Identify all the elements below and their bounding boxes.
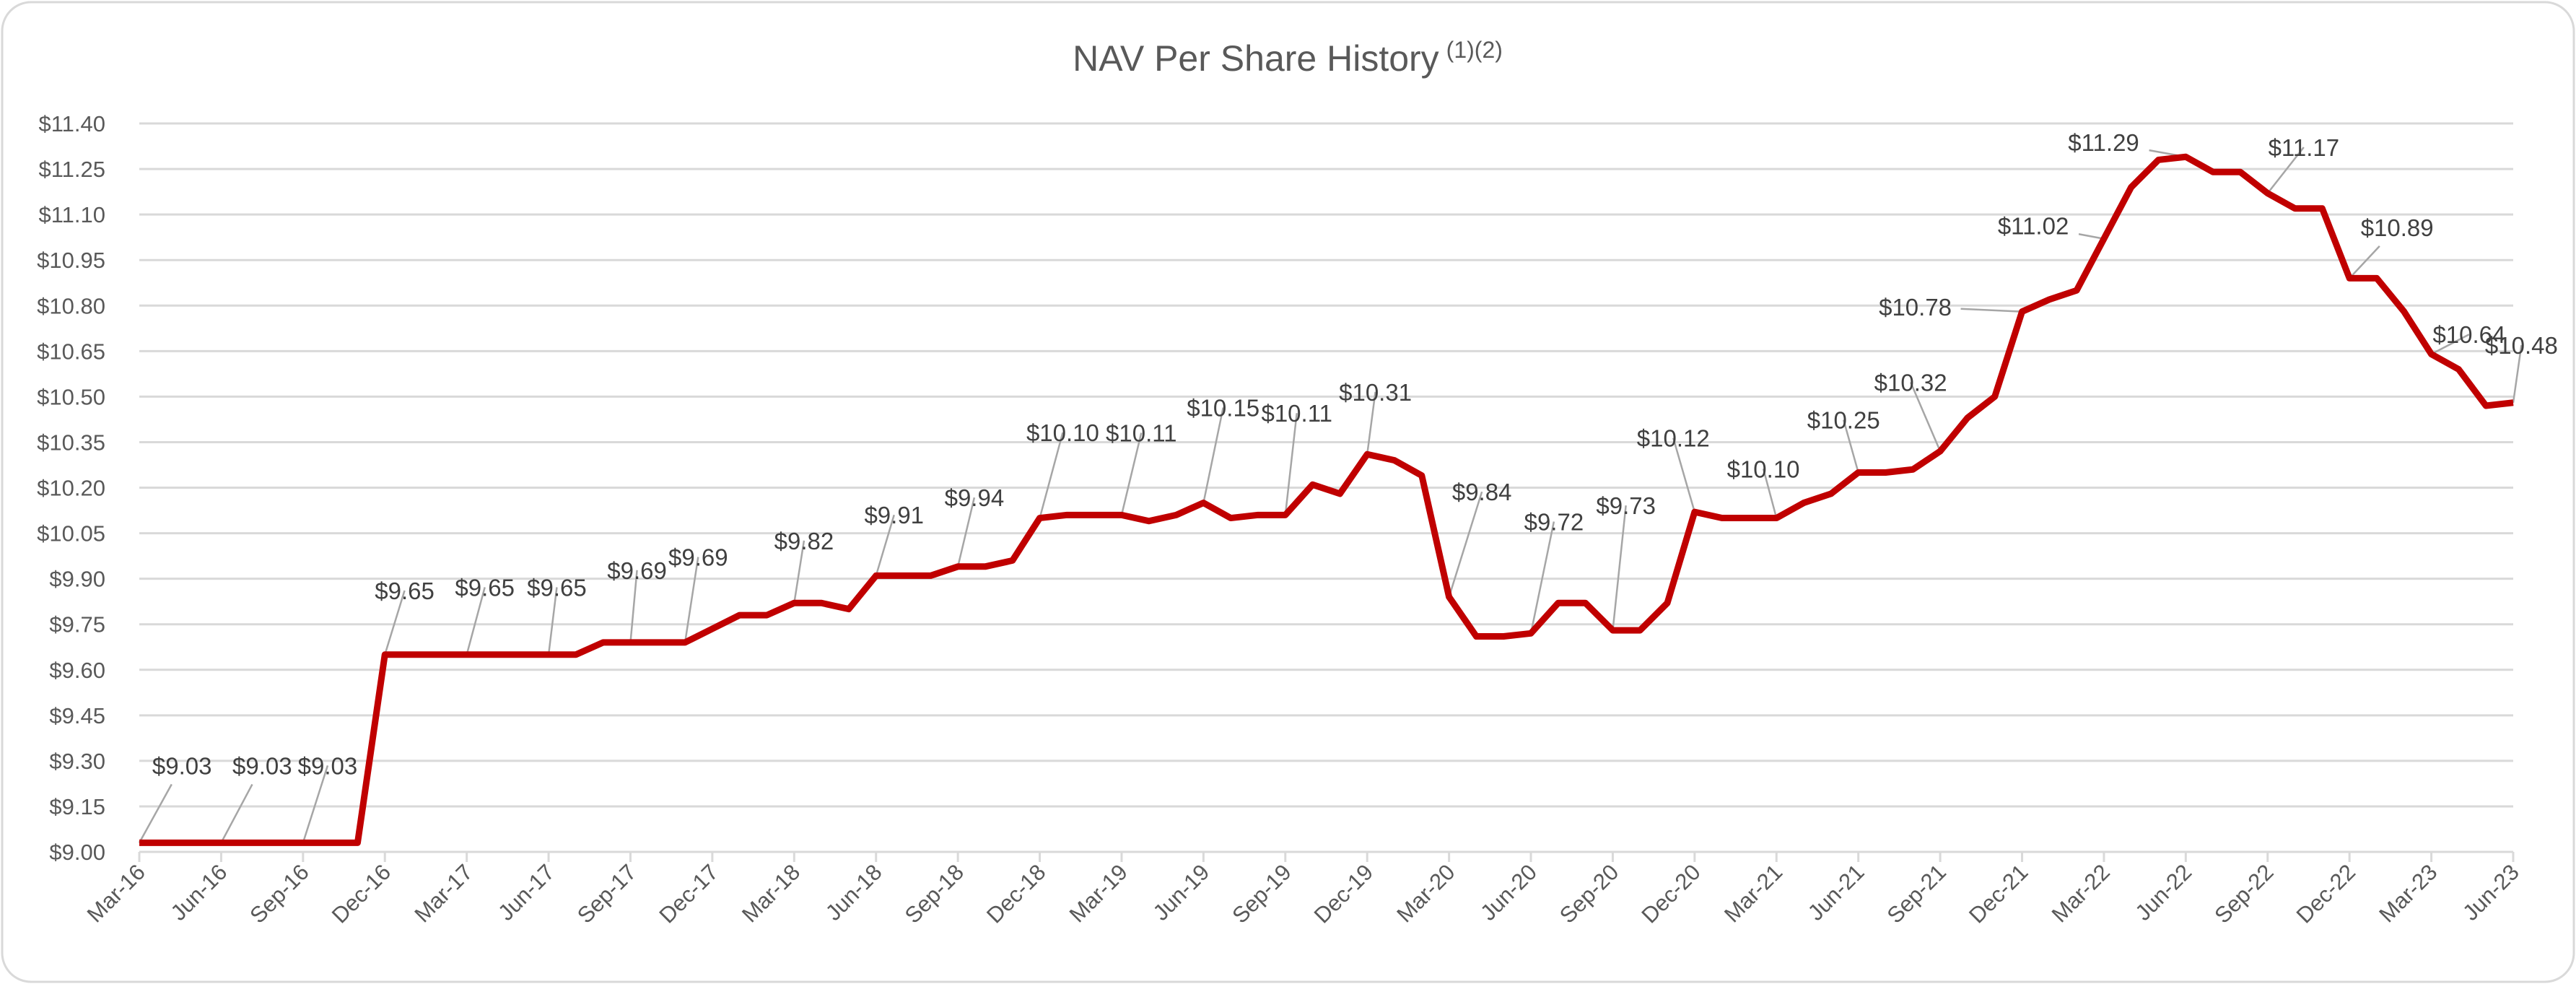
data-label: $9.03 xyxy=(152,752,212,779)
y-tick-label: $10.05 xyxy=(37,521,105,547)
y-tick-label: $10.80 xyxy=(37,293,105,318)
data-label-leader xyxy=(2266,147,2305,194)
nav-series xyxy=(139,153,2514,846)
y-tick-label: $10.95 xyxy=(37,248,105,273)
data-label-leader xyxy=(1909,381,1942,452)
data-label: $10.15 xyxy=(1187,395,1259,422)
y-tick-label: $9.30 xyxy=(49,749,105,774)
data-label: $10.11 xyxy=(1261,400,1332,427)
data-label-leader xyxy=(302,765,329,843)
data-label-leader xyxy=(547,587,558,655)
data-label-leader xyxy=(684,557,699,643)
y-tick-label: $9.15 xyxy=(49,794,105,819)
data-label-leader xyxy=(466,587,486,656)
data-label-leader xyxy=(2078,233,2105,240)
data-label: $10.25 xyxy=(1807,407,1880,434)
y-tick-label: $9.60 xyxy=(49,658,105,683)
data-label: $10.11 xyxy=(1106,420,1176,447)
y-tick-label: $10.65 xyxy=(37,339,105,364)
data-label-leader xyxy=(138,783,173,843)
y-tick-label: $9.90 xyxy=(49,567,105,592)
data-label-leader xyxy=(1366,391,1376,455)
data-label: $10.32 xyxy=(1874,369,1947,396)
data-label-leader xyxy=(1762,468,1778,518)
y-tick-label: $11.40 xyxy=(38,111,105,136)
data-label: $9.69 xyxy=(607,557,667,584)
data-labels: $9.03 $9.03 $9.03$9.65 $9.65 $9.65$9.69 $9.69… xyxy=(152,129,2558,780)
y-tick-label: $10.50 xyxy=(37,384,105,409)
y-tick-label: $9.45 xyxy=(49,703,105,728)
data-label: $9.73 xyxy=(1596,492,1656,519)
data-label: $10.48 xyxy=(2485,332,2558,359)
data-label: $9.65 xyxy=(375,578,435,604)
data-label: $9.84 xyxy=(1452,479,1512,505)
data-label-leader xyxy=(793,540,805,604)
data-label-leader xyxy=(1843,419,1859,473)
data-label-leader xyxy=(1960,308,2022,313)
data-label: $11.02 xyxy=(1998,213,2069,240)
y-tick-label: $10.35 xyxy=(37,430,105,455)
data-label: $9.91 xyxy=(864,502,924,528)
y-axis-ticks: $9.00 $9.15 $9.30 $9.45 $9.60 $9.75 $9.90 $10.0… xyxy=(37,111,105,865)
data-label-leader xyxy=(2349,245,2380,279)
y-tick-label: $10.20 xyxy=(37,476,105,501)
data-label: $10.10 xyxy=(1026,419,1099,446)
data-label-leaders xyxy=(138,147,2523,843)
data-label-leader xyxy=(220,783,253,843)
y-tick-label: $11.25 xyxy=(38,157,105,182)
data-label-leader xyxy=(384,590,406,656)
data-label: $10.10 xyxy=(1727,456,1800,482)
data-label: $10.78 xyxy=(1879,294,1952,321)
data-label-leader xyxy=(1612,505,1627,631)
gridlines xyxy=(139,122,2513,853)
data-label: $11.29 xyxy=(2068,129,2139,156)
nav-line xyxy=(139,153,2514,846)
data-label-leader xyxy=(1672,437,1696,513)
data-label: $9.03 xyxy=(232,752,292,779)
data-label: $9.94 xyxy=(945,484,1005,511)
data-label-leader xyxy=(875,514,895,576)
y-tick-label: $9.00 xyxy=(49,840,105,865)
data-label: $9.69 xyxy=(668,544,728,571)
data-label-leader xyxy=(629,570,638,643)
data-label: $9.03 xyxy=(298,752,358,779)
data-label: $10.89 xyxy=(2361,214,2434,241)
data-label-leader xyxy=(2431,334,2470,355)
data-label: $9.82 xyxy=(774,528,834,554)
data-label-leader xyxy=(1284,413,1298,515)
data-label-leader xyxy=(1120,432,1143,515)
data-label-leader xyxy=(1448,491,1483,598)
data-label: $9.65 xyxy=(455,574,515,601)
data-label: $10.31 xyxy=(1339,379,1412,406)
data-label-leader xyxy=(956,497,976,567)
data-label-leader xyxy=(2512,344,2523,403)
data-label: $10.12 xyxy=(1637,425,1710,452)
chart-title-superscript: (1)(2) xyxy=(1446,37,1503,63)
y-tick-label: $11.10 xyxy=(38,202,105,227)
data-label-leader xyxy=(1202,407,1224,503)
data-label: $9.65 xyxy=(527,574,587,601)
data-label: $10.64 xyxy=(2432,321,2505,348)
y-tick-label: $9.75 xyxy=(49,612,105,637)
data-label: $9.72 xyxy=(1524,509,1584,536)
data-label-leader xyxy=(1039,432,1064,518)
chart-title: NAV Per Share History (1)(2) xyxy=(1073,37,1503,79)
chart-title-text: NAV Per Share History xyxy=(1073,38,1439,79)
data-label: $11.17 xyxy=(2269,134,2339,161)
data-label-leader xyxy=(1529,521,1555,634)
